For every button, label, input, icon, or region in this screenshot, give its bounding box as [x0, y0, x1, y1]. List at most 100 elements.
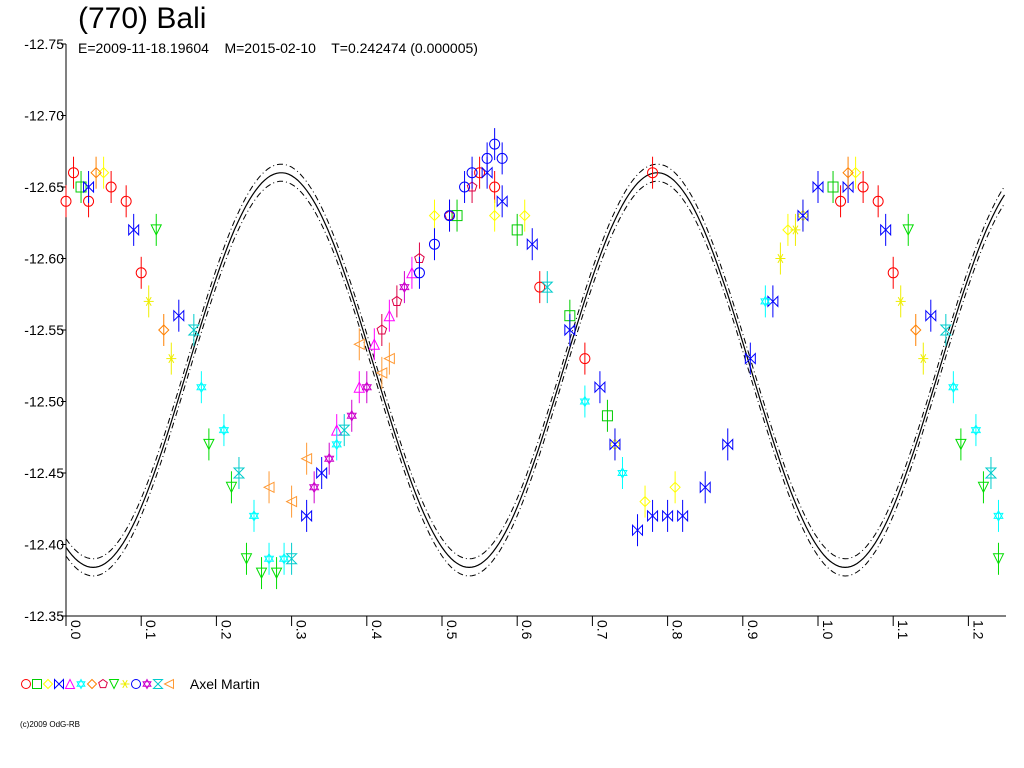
series-3	[83, 156, 937, 547]
legend-symbols	[21, 678, 174, 691]
data-point	[308, 471, 320, 504]
legend-symbol	[98, 679, 108, 689]
data-point	[775, 242, 786, 275]
data-point	[97, 156, 110, 189]
data-point	[316, 457, 328, 489]
fit-curve	[65, 172, 1006, 569]
data-point	[376, 314, 388, 346]
y-tick-label: -12.55	[24, 322, 64, 338]
data-point	[797, 199, 809, 232]
data-point	[984, 457, 998, 489]
series-13	[262, 328, 395, 518]
data-point	[488, 199, 501, 232]
data-point	[338, 414, 351, 447]
data-point	[744, 342, 756, 375]
data-point	[225, 471, 238, 504]
data-point	[428, 199, 441, 232]
fit-curve-lower	[65, 163, 1005, 560]
data-point	[760, 285, 771, 318]
data-point	[534, 271, 546, 304]
x-tick-label: 1.1	[895, 620, 911, 640]
data-point	[812, 171, 824, 203]
legend-symbol	[152, 679, 164, 690]
x-tick-label: 0.3	[294, 620, 310, 640]
data-point	[835, 185, 847, 218]
data-point	[301, 499, 313, 532]
legend-symbol	[64, 678, 76, 690]
x-tick-label: 0.7	[594, 620, 610, 640]
legend-symbol	[42, 679, 54, 690]
data-point	[918, 342, 929, 375]
data-point	[977, 471, 990, 504]
x-tick-label: 0.6	[519, 620, 535, 640]
series-5	[196, 285, 1004, 575]
data-point	[428, 228, 440, 261]
series-8	[150, 213, 1005, 590]
data-point	[489, 128, 501, 161]
legend-symbol	[120, 680, 130, 689]
data-point	[639, 485, 651, 518]
data-point	[346, 399, 357, 432]
y-tick-label: -12.75	[24, 36, 64, 52]
legend: Axel Martin	[20, 674, 260, 693]
data-point	[270, 557, 283, 590]
data-point	[323, 442, 335, 475]
x-tick-label: 1.2	[970, 620, 986, 640]
legend-symbol	[32, 679, 42, 690]
data-point	[255, 557, 268, 590]
data-point	[511, 213, 523, 246]
data-point	[143, 285, 154, 318]
data-point	[383, 342, 395, 375]
data-point	[368, 328, 381, 361]
data-point	[609, 428, 621, 461]
y-tick-label: -12.60	[24, 251, 64, 267]
series-4	[330, 256, 418, 447]
data-point	[166, 342, 177, 375]
legend-symbol	[142, 678, 152, 690]
data-point	[925, 299, 937, 332]
data-point	[399, 271, 410, 304]
data-point	[948, 371, 959, 404]
data-point	[767, 285, 779, 318]
data-point	[263, 542, 275, 575]
x-tick-label: 0.4	[369, 620, 385, 640]
data-point	[481, 142, 493, 175]
legend-symbol	[54, 678, 64, 691]
data-point	[262, 471, 275, 504]
data-point	[790, 213, 801, 246]
data-point	[993, 499, 1004, 532]
chart-title: (770) Bali	[78, 2, 207, 35]
data-point	[135, 256, 147, 289]
y-tick-label: -12.35	[24, 608, 64, 624]
data-point	[240, 542, 253, 575]
x-tick-label: 0.2	[218, 620, 234, 640]
y-tick-label: -12.65	[24, 179, 64, 195]
data-point	[196, 371, 207, 404]
data-point	[285, 485, 298, 518]
data-point	[496, 185, 508, 218]
y-tick-label: -12.70	[24, 108, 64, 124]
series-0	[60, 156, 899, 375]
data-point	[300, 442, 313, 475]
x-tick-label: 0.5	[444, 620, 460, 640]
data-point	[849, 156, 862, 189]
x-tick-label: 0.1	[143, 620, 159, 640]
series-9	[143, 213, 929, 375]
data-point	[353, 371, 366, 404]
y-tick-label: -12.45	[24, 465, 64, 481]
x-tick-label: 0.8	[670, 620, 686, 640]
data-point	[375, 356, 388, 389]
data-point	[218, 414, 230, 447]
series-7	[376, 171, 478, 346]
data-point	[579, 342, 591, 375]
data-point	[444, 199, 456, 232]
lightcurve-chart: -12.75 -12.70 -12.65 -12.60 -12.55 -12.50 -12.…	[24, 36, 1006, 640]
data-point	[955, 428, 967, 461]
data-point	[285, 542, 298, 575]
data-point	[128, 213, 140, 246]
data-point	[579, 385, 591, 418]
series-2	[97, 156, 862, 518]
data-point	[248, 499, 260, 532]
data-point	[391, 285, 403, 318]
data-point	[647, 499, 659, 532]
